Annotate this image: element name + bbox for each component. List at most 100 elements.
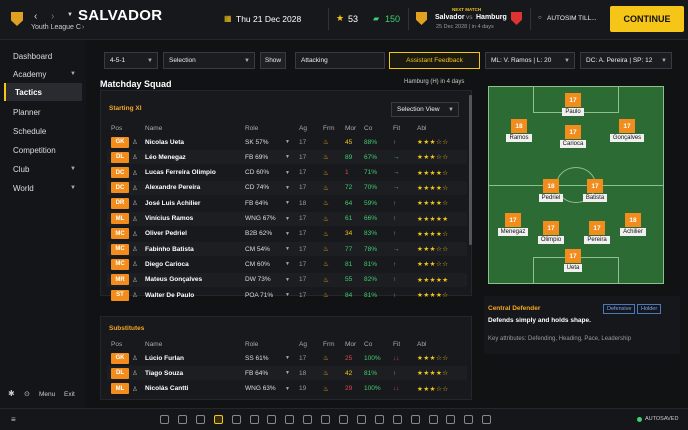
folder-icon[interactable] bbox=[464, 415, 474, 424]
pitch-player[interactable]: 18 Pedriel bbox=[528, 179, 574, 202]
table-scrollbar[interactable] bbox=[469, 95, 472, 245]
menu-icon[interactable]: ⊙ bbox=[24, 391, 30, 398]
settings-gear-icon[interactable]: ✱ bbox=[8, 389, 15, 398]
player-role[interactable]: FB 64% bbox=[245, 199, 269, 207]
player-name[interactable]: Léo Menegaz bbox=[145, 153, 186, 161]
back-arrow-icon[interactable]: ‹ bbox=[34, 11, 38, 22]
table-row[interactable]: GK ♙ Lúcio Furlan SS 61% ▼ 17 ♨ 25 100% ↓↓ ★★★☆☆ bbox=[107, 351, 467, 365]
award-icon[interactable] bbox=[410, 415, 420, 424]
player-name[interactable]: Nicolás Cantti bbox=[145, 385, 189, 393]
role-dropdown-icon[interactable]: ▼ bbox=[285, 154, 290, 161]
formation-select[interactable]: 4-5-1 ▼ bbox=[104, 52, 158, 69]
selection-select[interactable]: Selection ▼ bbox=[163, 52, 255, 69]
transfer-icon[interactable] bbox=[303, 415, 313, 424]
pitch-player[interactable]: 17 Carioca bbox=[550, 125, 596, 148]
table-row[interactable]: MR ♙ Mateus Gonçalves DW 73% ▼ 17 ♨ 55 82% ↑ ★★★★★ bbox=[107, 272, 467, 287]
player-role[interactable]: CM 60% bbox=[245, 260, 270, 268]
player-role[interactable]: WNG 67% bbox=[245, 215, 276, 222]
player-name[interactable]: Fabinho Batista bbox=[145, 245, 194, 253]
pitch-player[interactable]: 17 Menegaz bbox=[490, 213, 536, 236]
player-name[interactable]: Nicolas Ueta bbox=[145, 138, 185, 146]
selection-view-select[interactable]: Selection View ▼ bbox=[391, 102, 459, 117]
role-dropdown-icon[interactable]: ▼ bbox=[285, 261, 290, 268]
sidebar-item-competition[interactable]: Competition bbox=[4, 141, 82, 159]
club-dropdown-icon[interactable]: ▼ bbox=[67, 12, 73, 18]
table-row[interactable]: ML ♙ Vinícius Ramos WNG 67% ▼ 17 ♨ 61 66% ↑ ★★★★★ bbox=[107, 211, 467, 226]
role-dropdown-icon[interactable]: ▼ bbox=[285, 139, 290, 145]
role-dropdown-icon[interactable]: ▼ bbox=[285, 246, 290, 253]
player-role[interactable]: CD 74% bbox=[245, 184, 270, 192]
table-row[interactable]: ST ♙ Walter De Paulo POA 71% ▼ 17 ♨ 84 81% ↑ ★★★★☆ bbox=[107, 288, 467, 302]
stadium-icon[interactable] bbox=[374, 415, 384, 424]
sidebar-item-world[interactable]: World ▼ bbox=[4, 179, 82, 197]
table-row[interactable]: MC ♙ Diego Carioca CM 60% ▼ 17 ♨ 81 81% ↑ ★★★☆☆ bbox=[107, 257, 467, 271]
role-dropdown-icon[interactable]: ▼ bbox=[285, 355, 290, 361]
player-name[interactable]: Diego Carioca bbox=[145, 260, 189, 268]
role-dropdown-icon[interactable]: ▼ bbox=[285, 276, 290, 283]
player-role[interactable]: CD 60% bbox=[245, 169, 270, 177]
player-name[interactable]: Alexandre Pereira bbox=[145, 184, 201, 192]
table-row[interactable]: DL ♙ Tiago Souza FB 64% ▼ 18 ♨ 42 81% ↑ ★★★★☆ bbox=[107, 366, 467, 381]
club-name[interactable]: SALVADOR bbox=[78, 7, 163, 24]
sidebar-item-academy[interactable]: Academy ▼ bbox=[4, 65, 82, 83]
autosim-icon[interactable]: ○ bbox=[538, 15, 542, 21]
table-row[interactable]: DC ♙ Lucas Ferreira Olimpio CD 60% ▼ 17 ♨ 1 71% →… bbox=[107, 166, 467, 180]
table-row[interactable]: DC ♙ Alexandre Pereira CD 74% ▼ 17 ♨ 72 70% → ★★★★… bbox=[107, 180, 467, 195]
forward-arrow-icon[interactable]: › bbox=[51, 11, 55, 22]
sidebar-item-dashboard[interactable]: Dashboard bbox=[4, 47, 82, 65]
mentality-select[interactable]: Attacking bbox=[295, 52, 385, 69]
finance-icon[interactable] bbox=[321, 415, 331, 424]
squad-icon[interactable] bbox=[195, 415, 205, 424]
chart-icon[interactable] bbox=[482, 415, 492, 424]
scouting-icon[interactable] bbox=[285, 415, 295, 424]
role-dropdown-icon[interactable]: ▼ bbox=[285, 292, 290, 298]
pitch-player[interactable]: 17 Batista bbox=[572, 179, 618, 202]
role-dropdown-icon[interactable]: ▼ bbox=[285, 184, 290, 191]
search-icon[interactable] bbox=[356, 415, 366, 424]
save-icon[interactable] bbox=[446, 415, 456, 424]
player-role[interactable]: SK 57% bbox=[245, 138, 269, 146]
pitch-player[interactable]: 18 Ramos bbox=[496, 119, 542, 142]
player-role[interactable]: WNG 63% bbox=[245, 385, 276, 393]
trophy-icon[interactable] bbox=[267, 415, 277, 424]
player-name[interactable]: Tiago Souza bbox=[145, 369, 184, 377]
table-row[interactable]: ML ♙ Nicolás Cantti WNG 63% ▼ 19 ♨ 29 100% ↓↓ ★★★☆… bbox=[107, 382, 467, 396]
table-row[interactable]: DR ♙ José Luis Achilier FB 64% ▼ 18 ♨ 64 59% ↑ ★★★… bbox=[107, 196, 467, 210]
show-button[interactable]: Show bbox=[260, 52, 286, 69]
role-dropdown-icon[interactable]: ▼ bbox=[285, 230, 290, 237]
player-name[interactable]: Walter De Paulo bbox=[145, 291, 195, 299]
pitch-player[interactable]: 17 Pereira bbox=[574, 221, 620, 244]
pitch-player[interactable]: 18 Achilier bbox=[610, 213, 656, 236]
table-row[interactable]: DL ♙ Léo Menegaz FB 69% ▼ 17 ♨ 89 67% → ★★★☆☆ bbox=[107, 150, 467, 165]
role-dropdown-icon[interactable]: ▼ bbox=[285, 385, 290, 392]
ml-captain-select[interactable]: ML: V. Ramos | L: 20 ▼ bbox=[485, 52, 575, 69]
stats-icon[interactable] bbox=[392, 415, 402, 424]
player-role[interactable]: SS 61% bbox=[245, 354, 269, 362]
player-role[interactable]: B2B 62% bbox=[245, 230, 273, 238]
player-role[interactable]: FB 69% bbox=[245, 153, 269, 161]
table-row[interactable]: MC ♙ Fabinho Batista CM 54% ▼ 17 ♨ 77 78% → ★★★☆☆ bbox=[107, 242, 467, 257]
player-name[interactable]: Lúcio Furlan bbox=[145, 354, 184, 362]
player-name[interactable]: Mateus Gonçalves bbox=[145, 276, 203, 284]
pitch-player[interactable]: 17 Ueta bbox=[550, 249, 596, 272]
menu-link[interactable]: Menu bbox=[39, 391, 56, 398]
player-role[interactable]: CM 54% bbox=[245, 245, 270, 253]
tactics-icon[interactable] bbox=[213, 415, 223, 424]
continue-button[interactable]: CONTINUE bbox=[610, 6, 684, 32]
player-role[interactable]: FB 64% bbox=[245, 369, 269, 377]
role-dropdown-icon[interactable]: ▼ bbox=[285, 200, 290, 207]
calendar-icon[interactable] bbox=[249, 415, 259, 424]
table-row[interactable]: MC ♙ Oliver Pedriel B2B 62% ▼ 17 ♨ 34 83% ↑ ★★★★☆ bbox=[107, 227, 467, 241]
pitch-player[interactable]: 17 Paulo bbox=[550, 93, 596, 116]
shop-icon[interactable] bbox=[428, 415, 438, 424]
home-icon[interactable] bbox=[160, 415, 169, 424]
role-dropdown-icon[interactable]: ▼ bbox=[285, 370, 290, 377]
sidebar-item-planner[interactable]: Planner bbox=[4, 103, 82, 121]
hamburger-icon[interactable]: ≡ bbox=[11, 415, 16, 424]
staff-icon[interactable] bbox=[339, 415, 348, 424]
inbox-icon[interactable] bbox=[177, 415, 187, 424]
dc-captain-select[interactable]: DC: A. Pereira | SP: 12 ▼ bbox=[580, 52, 672, 69]
sidebar-item-club[interactable]: Club ▼ bbox=[4, 160, 82, 178]
player-role[interactable]: DW 73% bbox=[245, 276, 271, 284]
training-icon[interactable] bbox=[231, 415, 241, 424]
